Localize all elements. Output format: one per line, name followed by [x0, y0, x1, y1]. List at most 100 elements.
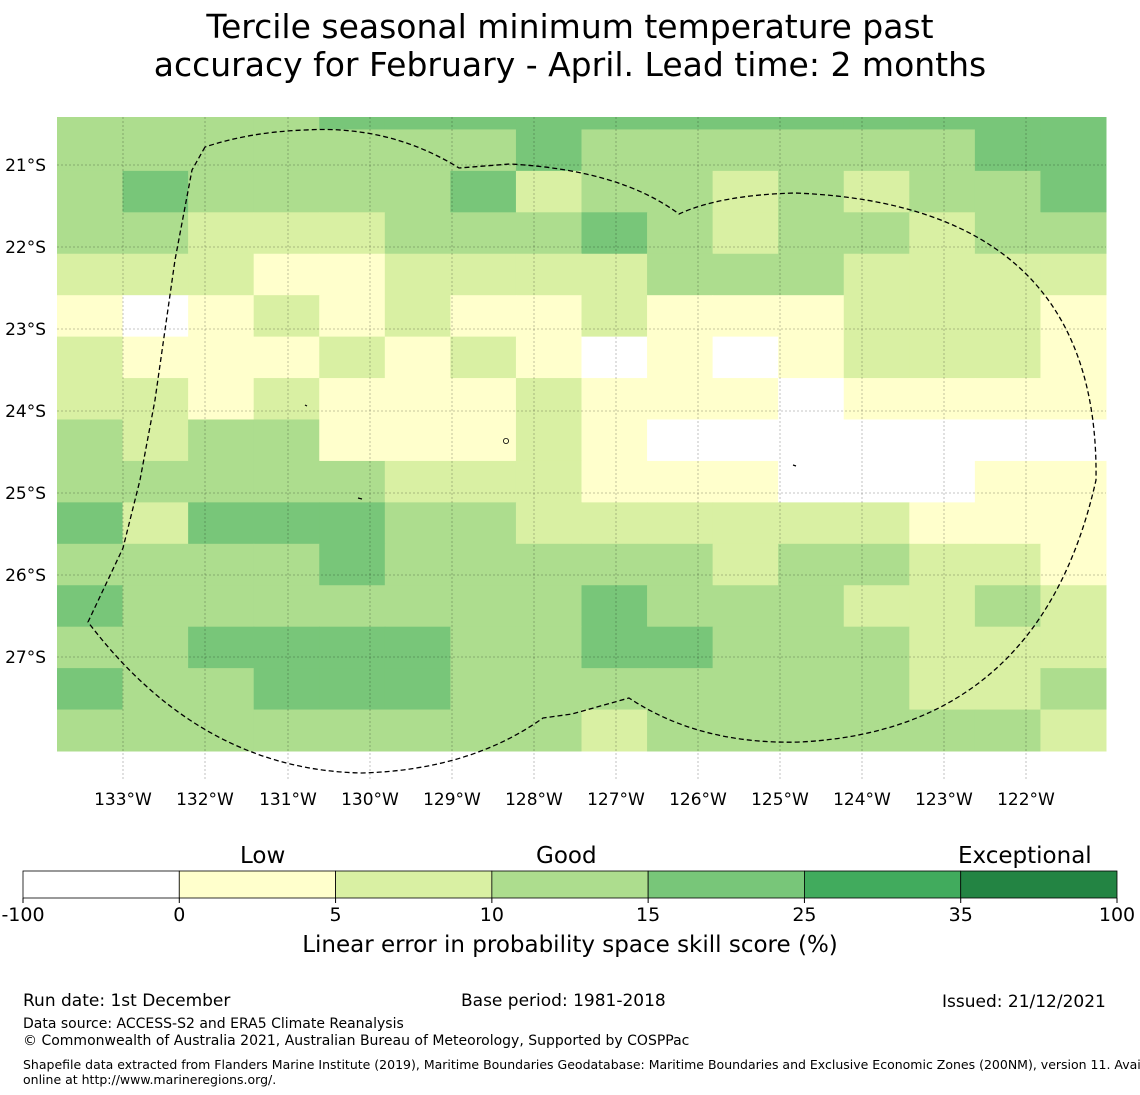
grid-cell: [974, 129, 1041, 172]
grid-cell: [581, 419, 648, 462]
grid-cell: [253, 378, 320, 420]
grid-cell: [450, 170, 517, 213]
colorbar-tick-label: 5: [330, 904, 342, 926]
grid-cell: [253, 253, 320, 296]
colorbar-tick-label: -100: [1, 904, 44, 926]
grid-cell: [712, 378, 779, 420]
grid-cell: [253, 295, 320, 338]
grid-cell: [122, 117, 189, 130]
grid-cell: [319, 378, 386, 420]
grid-cell: [974, 626, 1041, 669]
grid-cell: [515, 419, 582, 462]
grid-cell: [515, 543, 582, 586]
grid-cell: [122, 419, 189, 462]
grid-cell: [384, 543, 451, 586]
colorbar-swatch: [22, 870, 180, 899]
grid-cell: [122, 253, 189, 296]
grid-cell: [974, 502, 1041, 545]
latitude-label: 27°S: [5, 648, 46, 668]
grid-cell: [647, 502, 714, 545]
grid-cell: [253, 709, 320, 752]
grid-cell: [122, 502, 189, 545]
grid-cell: [1040, 129, 1107, 172]
grid-cell: [57, 543, 124, 586]
base-period: Base period: 1981-2018: [461, 991, 666, 1011]
grid-cell: [843, 378, 910, 420]
grid-cell: [122, 129, 189, 172]
grid-cell: [647, 543, 714, 586]
grid-cell: [384, 502, 451, 545]
latitude-labels: 21°S 22°S 23°S 24°S 25°S 26°S 27°S: [5, 156, 46, 668]
grid-cell: [384, 253, 451, 296]
grid-cell: [319, 170, 386, 213]
grid-cell: [57, 709, 124, 752]
grid-cell: [778, 585, 845, 628]
grid-cell: [581, 378, 648, 420]
grid-cell: [581, 626, 648, 669]
grid-cell: [1040, 378, 1107, 420]
grid-cell: [319, 295, 386, 338]
latitude-label: 21°S: [5, 156, 46, 176]
copyright: © Commonwealth of Australia 2021, Austra…: [23, 1033, 690, 1049]
longitude-label: 124°W: [833, 790, 891, 810]
grid-cell: [974, 212, 1041, 255]
grid-cell: [450, 502, 517, 545]
grid-cell: [122, 212, 189, 255]
longitude-label: 128°W: [505, 790, 563, 810]
colorbar-tick-label: 100: [1099, 904, 1135, 926]
grid-cell: [778, 295, 845, 338]
title-line-1: Tercile seasonal minimum temperature pas…: [206, 7, 934, 46]
grid-cell: [778, 378, 845, 420]
grid-cell: [909, 502, 976, 545]
grid-cell: [778, 668, 845, 711]
colorbar-swatch: [804, 870, 962, 899]
grid-cell: [974, 709, 1041, 752]
grid-cell: [188, 460, 255, 503]
grid-cell: [188, 336, 255, 379]
grid-cell: [1040, 336, 1107, 379]
grid-cell: [515, 460, 582, 503]
grid-cell: [581, 460, 648, 503]
longitude-label: 129°W: [423, 790, 481, 810]
longitude-label: 130°W: [341, 790, 399, 810]
grid-cell: [974, 336, 1041, 379]
grid-cell: [843, 460, 910, 503]
grid-cell: [450, 253, 517, 296]
grid-cell: [515, 378, 582, 420]
grid-cell: [188, 295, 255, 338]
grid-cell: [647, 117, 714, 130]
grid-cell: [57, 117, 124, 130]
grid-cell: [974, 585, 1041, 628]
grid-cell: [909, 668, 976, 711]
grid-cell: [319, 336, 386, 379]
grid-cell: [515, 668, 582, 711]
grid-cell: [319, 709, 386, 752]
grid-cell: [1040, 419, 1107, 462]
grid-cell: [778, 117, 845, 130]
colorbar-label: Linear error in probability space skill …: [302, 932, 838, 958]
grid-cell: [712, 543, 779, 586]
grid-cell: [253, 460, 320, 503]
grid-cell: [778, 336, 845, 379]
grid-cell: [188, 378, 255, 420]
grid-cell: [253, 129, 320, 172]
graticule: [57, 117, 1106, 780]
grid-cell: [188, 626, 255, 669]
grid-cell: [450, 336, 517, 379]
skill-grid: [57, 117, 1107, 752]
longitude-label: 126°W: [669, 790, 727, 810]
grid-cell: [712, 170, 779, 213]
grid-cell: [319, 502, 386, 545]
grid-cell: [909, 585, 976, 628]
grid-cell: [581, 212, 648, 255]
grid-cell: [384, 460, 451, 503]
grid-cell: [188, 668, 255, 711]
grid-cell: [712, 709, 779, 752]
longitude-label: 125°W: [751, 790, 809, 810]
grid-cell: [909, 709, 976, 752]
grid-cell: [515, 129, 582, 172]
grid-cell: [384, 419, 451, 462]
grid-cell: [843, 253, 910, 296]
grid-cell: [57, 253, 124, 296]
grid-cell: [647, 170, 714, 213]
